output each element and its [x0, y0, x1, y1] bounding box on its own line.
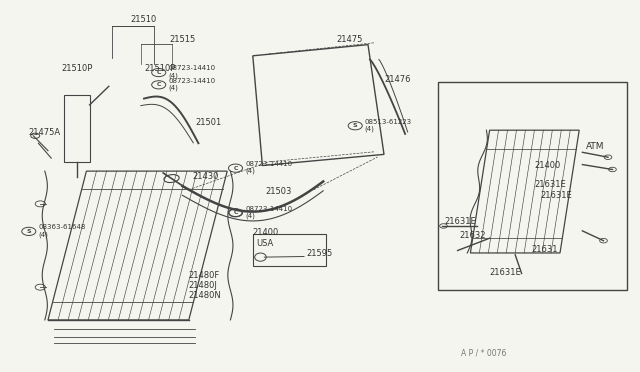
Text: 21631E: 21631E	[445, 217, 477, 226]
Text: 21510: 21510	[131, 15, 157, 24]
Text: (4): (4)	[245, 213, 255, 219]
Text: S: S	[26, 229, 31, 234]
Text: (4): (4)	[365, 126, 374, 132]
Text: 21510P: 21510P	[144, 64, 175, 73]
Text: C: C	[156, 82, 161, 87]
Text: 21632: 21632	[460, 231, 486, 240]
Text: (4): (4)	[38, 231, 48, 238]
Text: 21631E: 21631E	[541, 191, 573, 200]
Bar	[64, 95, 90, 162]
Text: USA: USA	[256, 239, 273, 248]
Text: C: C	[233, 210, 238, 215]
Text: 21480J: 21480J	[189, 281, 218, 290]
Text: 21510P: 21510P	[61, 64, 93, 73]
Text: 21595: 21595	[306, 250, 332, 259]
Text: 08513-61223: 08513-61223	[365, 119, 412, 125]
Text: (4): (4)	[168, 85, 178, 91]
Text: 08723-14410: 08723-14410	[245, 161, 292, 167]
Text: 21503: 21503	[266, 187, 292, 196]
Text: C: C	[156, 70, 161, 75]
Text: C: C	[233, 166, 238, 171]
Text: 21631: 21631	[531, 245, 557, 254]
Bar	[253, 234, 326, 266]
Text: 08723-14410: 08723-14410	[168, 78, 216, 84]
Text: 21515: 21515	[170, 35, 196, 44]
Text: ATM: ATM	[586, 142, 605, 151]
Text: (4): (4)	[168, 73, 178, 79]
Text: (4): (4)	[245, 168, 255, 174]
Text: 21430: 21430	[192, 172, 218, 181]
Text: 21400: 21400	[253, 228, 279, 237]
Text: 21475: 21475	[336, 35, 362, 44]
Text: 21476: 21476	[384, 76, 410, 84]
Text: A P / * 0076: A P / * 0076	[461, 349, 506, 358]
Text: 21631E: 21631E	[534, 180, 566, 189]
Text: 21480N: 21480N	[189, 291, 221, 300]
Text: S: S	[353, 123, 358, 128]
Text: 08363-61648: 08363-61648	[38, 224, 86, 230]
Text: 21475A: 21475A	[29, 128, 61, 137]
Text: 21631E: 21631E	[490, 268, 522, 277]
Text: 21400: 21400	[534, 161, 561, 170]
Bar	[438, 82, 627, 290]
Text: 08723-14410: 08723-14410	[168, 65, 216, 71]
Text: 21501: 21501	[195, 118, 221, 126]
Text: 08723-14410: 08723-14410	[245, 206, 292, 212]
Text: 21480F: 21480F	[189, 271, 220, 280]
